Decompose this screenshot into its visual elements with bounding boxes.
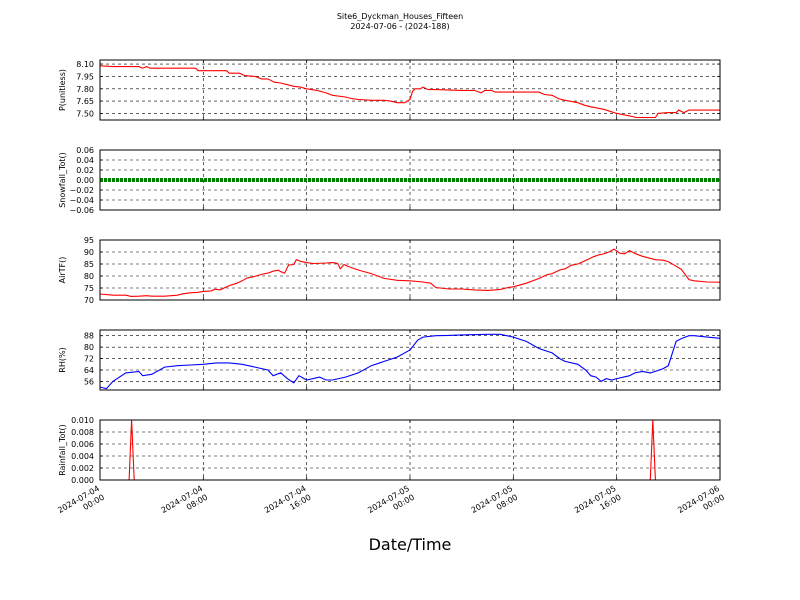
y-tick-label-0-0: 8.10: [76, 60, 94, 69]
y-tick-label-1-3: 0.00: [76, 176, 94, 185]
x-tick-label-5: 2024-07-0516:00: [573, 484, 623, 524]
y-axis-label-2: AirTF(): [58, 257, 67, 284]
y-axis-label-4: Rainfall_Tot(): [58, 424, 67, 476]
x-tick-labels: 2024-07-0400:00 2024-07-0408:00 2024-07-04…: [56, 484, 726, 524]
y-tick-label-1-5: −0.04: [69, 196, 94, 205]
y-tick-label-0-1: 7.95: [76, 72, 94, 81]
y-tick-label-3-1: 80: [84, 343, 94, 352]
y-tick-label-1-2: 0.02: [76, 166, 94, 175]
panel-4: 0.010 0.008 0.006 0.004 0.002 0.000 Rainfall_T…: [58, 416, 721, 485]
series-line-2: [99, 248, 721, 297]
panels: 8.107.957.807.657.50P(unitless)0.060.040…: [58, 59, 721, 485]
y-tick-label-2-1: 90: [84, 248, 94, 257]
x-tick-label-3: 2024-07-0500:00: [366, 484, 416, 524]
y-tick-label-4-1: 0.008: [71, 428, 94, 437]
y-tick-label-1-1: 0.04: [76, 156, 94, 165]
axes-frame-2: [99, 239, 721, 301]
y-tick-label-2-2: 85: [84, 260, 94, 269]
series-line-0: [99, 65, 720, 119]
panel-1: 0.060.040.020.00−0.02−0.04−0.06Snowfall_…: [58, 146, 721, 215]
y-tick-label-1-0: 0.06: [76, 146, 94, 155]
y-tick-label-1-4: −0.02: [69, 186, 94, 195]
y-tick-label-1-6: −0.06: [69, 206, 94, 215]
panel-3: 88 80 72 64 56 RH(%): [58, 329, 721, 391]
y-tick-label-2-0: 95: [84, 236, 94, 245]
x-tick-label-6: 2024-07-0600:00: [676, 484, 726, 524]
y-tick-label-4-0: 0.010: [71, 416, 94, 425]
y-tick-label-3-3: 64: [84, 366, 94, 375]
axes-frame-3: [99, 329, 721, 391]
panel-2: 95 90 85 80 75 70 AirTF(): [58, 236, 721, 305]
chart-title: Site6_Dyckman_Houses_Fifteen: [337, 12, 463, 21]
y-axis-label-3: RH(%): [58, 347, 67, 372]
x-tick-label-0: 2024-07-0400:00: [56, 484, 106, 524]
axes-frame-0: [99, 59, 721, 121]
panel-0: 8.10 7.95 7.80 7.65 7.50 P(unitless): [58, 59, 721, 121]
y-axis-label-1: Snowfall_Tot(): [58, 152, 67, 208]
axes-frame-1: [99, 149, 721, 211]
y-tick-label-4-4: 0.002: [71, 464, 94, 473]
x-tick-label-1: 2024-07-0408:00: [160, 484, 210, 524]
chart-subtitle: 2024-07-06 - (2024-188): [350, 22, 449, 31]
y-tick-label-3-2: 72: [84, 355, 94, 364]
y-tick-label-3-4: 56: [84, 377, 94, 386]
y-tick-label-0-4: 7.50: [76, 109, 94, 118]
y-tick-label-2-4: 75: [84, 284, 94, 293]
x-tick-label-4: 2024-07-0508:00: [470, 484, 520, 524]
series-line-3: [99, 333, 721, 390]
axes-frame-4: [99, 419, 721, 481]
x-axis-label: Date/Time: [369, 535, 452, 554]
y-tick-label-4-2: 0.006: [71, 440, 94, 449]
y-tick-label-2-3: 80: [84, 272, 94, 281]
y-tick-label-2-5: 70: [84, 296, 94, 305]
y-tick-label-4-5: 0.000: [71, 476, 94, 485]
x-tick-label-2: 2024-07-0416:00: [263, 484, 313, 524]
y-axis-label-0: P(unitless): [58, 69, 67, 111]
y-tick-label-0-3: 7.65: [76, 97, 94, 106]
y-tick-label-0-2: 7.80: [76, 85, 94, 94]
y-tick-label-4-3: 0.004: [71, 452, 94, 461]
y-tick-label-3-0: 88: [84, 332, 94, 341]
